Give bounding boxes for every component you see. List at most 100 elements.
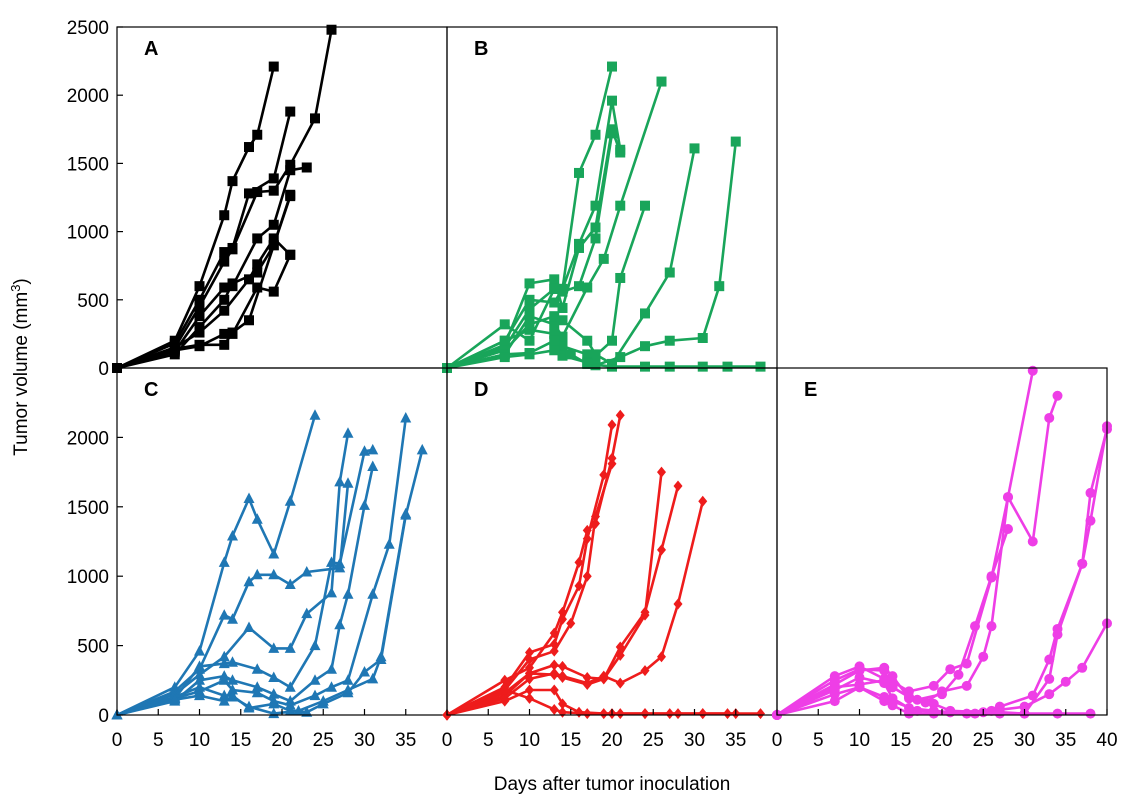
triangle-marker <box>342 674 354 685</box>
triangle-marker <box>326 556 337 567</box>
square-marker <box>598 253 609 264</box>
square-marker <box>219 294 230 305</box>
x-tick-label: 25 <box>313 730 334 751</box>
diamond-marker <box>657 651 666 663</box>
panel-letter: A <box>144 38 158 60</box>
square-marker <box>640 200 650 211</box>
circle-marker <box>928 680 939 691</box>
x-tick-label: 15 <box>890 730 911 751</box>
square-marker <box>252 267 263 278</box>
diamond-marker <box>500 695 510 707</box>
x-tick-label: 5 <box>483 730 494 751</box>
triangle-marker <box>218 657 230 669</box>
series-path <box>446 463 614 717</box>
y-tick-label: 1500 <box>67 498 109 519</box>
triangle-marker <box>227 656 238 667</box>
triangle-marker <box>309 674 321 685</box>
square-marker <box>549 328 560 339</box>
square-marker <box>194 301 205 312</box>
x-tick-label: 20 <box>601 730 622 751</box>
triangle-marker <box>367 460 379 472</box>
square-marker <box>574 242 584 253</box>
x-tick-label: 30 <box>354 730 375 751</box>
circle-marker <box>904 708 914 719</box>
triangle-marker <box>251 681 263 692</box>
x-tick-label: 15 <box>560 730 581 751</box>
diamond-marker <box>525 692 534 704</box>
diamond-marker <box>525 662 534 674</box>
triangle-marker <box>284 642 296 653</box>
square-marker <box>194 281 205 292</box>
x-tick-label: 10 <box>519 730 540 751</box>
square-marker <box>590 349 601 360</box>
diamond-marker <box>582 570 592 582</box>
square-marker <box>557 331 568 342</box>
square-marker <box>615 147 626 158</box>
y-axis-title-main: Tumor volume (mm <box>11 292 32 456</box>
triangle-marker <box>416 443 428 455</box>
x-tick-label: 20 <box>271 730 292 751</box>
triangle-marker <box>194 674 205 685</box>
square-marker <box>714 281 725 292</box>
square-marker <box>664 361 675 372</box>
circle-marker <box>994 708 1005 719</box>
triangle-marker <box>309 639 321 651</box>
triangle-marker <box>334 475 346 487</box>
x-tick-label: 20 <box>931 730 952 751</box>
series-line <box>772 424 1112 720</box>
square-marker <box>590 200 601 211</box>
square-marker <box>640 308 650 319</box>
square-marker <box>664 267 675 278</box>
x-axis-title: Days after tumor inoculation <box>494 774 731 795</box>
square-marker <box>557 350 568 361</box>
x-tick-label: 0 <box>442 730 453 751</box>
triangle-marker <box>218 674 230 685</box>
panel-c: C 0 500 1000 1500 2000 0 5 10 15 20 25 30 35 <box>67 367 448 751</box>
diamond-marker <box>558 706 567 718</box>
circle-marker <box>1003 492 1013 503</box>
triangle-marker <box>342 427 354 438</box>
series-line <box>442 684 741 721</box>
diamond-marker <box>640 606 650 618</box>
circle-marker <box>928 698 939 709</box>
square-marker <box>499 335 510 346</box>
triangle-marker <box>326 681 337 692</box>
square-marker <box>549 345 560 356</box>
square-marker <box>615 272 626 283</box>
square-marker <box>524 304 535 315</box>
panel-letter: D <box>474 379 488 401</box>
square-marker <box>268 286 279 297</box>
diamond-marker <box>756 708 765 720</box>
diamond-marker <box>607 452 617 464</box>
square-marker <box>574 167 584 178</box>
y-tick-label: 500 <box>77 291 109 312</box>
circle-marker <box>887 700 898 711</box>
triangle-marker <box>284 578 296 590</box>
diamond-marker <box>607 419 617 431</box>
square-marker <box>607 95 617 106</box>
square-marker <box>640 341 650 352</box>
square-marker <box>268 219 279 230</box>
square-marker <box>549 335 560 346</box>
square-marker <box>640 361 650 372</box>
square-marker <box>244 274 254 285</box>
diamond-marker <box>582 708 592 720</box>
triangle-marker <box>309 409 321 420</box>
series-line <box>111 443 379 720</box>
triangle-marker <box>268 642 280 653</box>
square-marker <box>268 185 279 196</box>
square-marker <box>194 327 205 338</box>
triangle-marker <box>284 681 296 692</box>
series-path <box>446 148 696 370</box>
y-axis-title-sup: 3 <box>8 285 23 292</box>
square-marker <box>252 129 263 140</box>
diamond-marker <box>582 672 592 684</box>
diamond-marker <box>615 641 625 653</box>
square-marker <box>244 188 254 199</box>
triangle-marker <box>400 507 412 519</box>
series-path <box>116 466 375 717</box>
triangle-marker <box>194 660 205 671</box>
triangle-marker <box>251 663 263 674</box>
square-marker <box>268 240 279 251</box>
triangle-marker <box>268 688 280 699</box>
